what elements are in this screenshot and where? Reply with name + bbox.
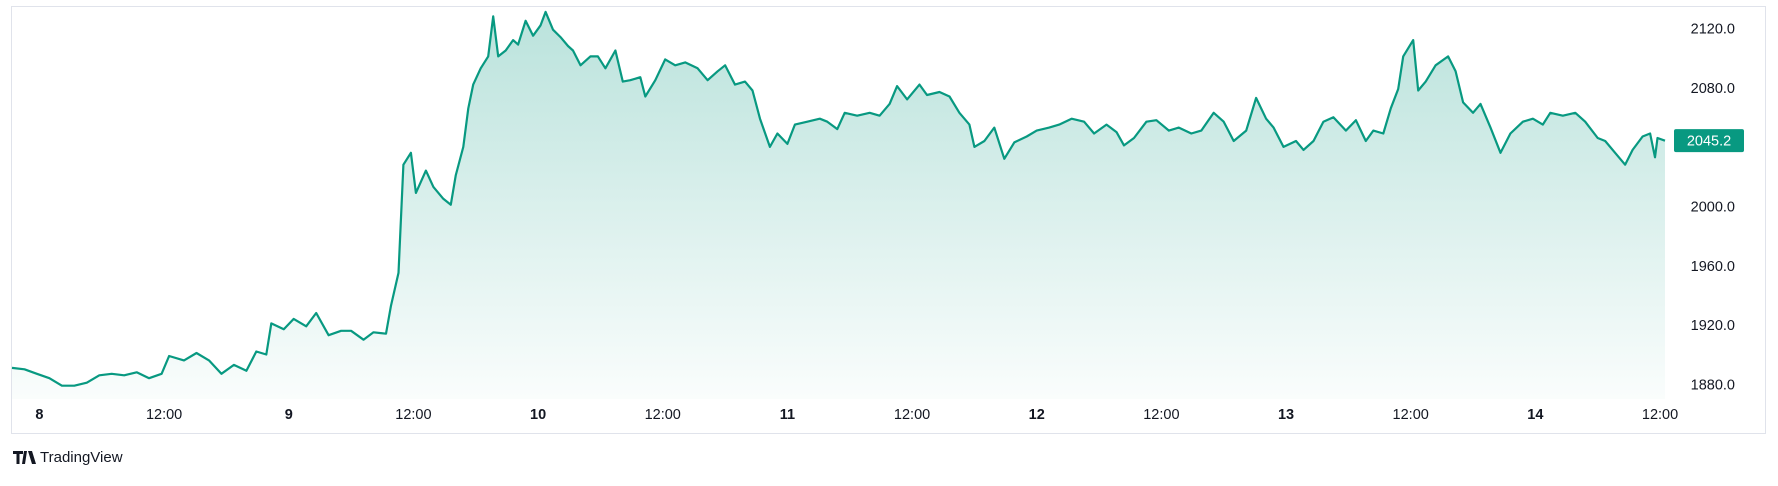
brand-logo xyxy=(13,451,36,464)
chart-frame xyxy=(11,6,1766,434)
y-tick-label: 2120.0 xyxy=(1691,22,1735,38)
x-tick-label: 12 xyxy=(1029,407,1045,423)
x-tick-label: 12:00 xyxy=(1143,407,1179,423)
x-tick-label: 12:00 xyxy=(894,407,930,423)
y-tick-label: 2000.0 xyxy=(1691,200,1735,216)
last-price-label: 2045.2 xyxy=(1687,133,1731,149)
x-tick-label: 12:00 xyxy=(1642,407,1678,423)
x-tick-label: 8 xyxy=(35,407,43,423)
x-tick-label: 12:00 xyxy=(645,407,681,423)
y-tick-label: 1960.0 xyxy=(1691,259,1735,275)
x-tick-label: 10 xyxy=(530,407,546,423)
area-fill xyxy=(12,11,1665,400)
y-tick-label: 1920.0 xyxy=(1691,318,1735,334)
brand-name[interactable]: TradingView xyxy=(40,449,123,466)
x-tick-label: 12:00 xyxy=(1393,407,1429,423)
y-tick-label: 1880.0 xyxy=(1691,377,1735,393)
last-price-tag xyxy=(1674,129,1744,153)
x-tick-label: 11 xyxy=(780,407,795,423)
x-tick-label: 12:00 xyxy=(395,407,431,423)
price-line xyxy=(11,10,1666,387)
x-tick-label: 12:00 xyxy=(146,407,182,423)
x-tick-label: 9 xyxy=(285,407,293,423)
x-tick-label: 13 xyxy=(1278,407,1294,423)
y-tick-label: 2080.0 xyxy=(1691,81,1735,97)
x-tick-label: 14 xyxy=(1527,407,1543,423)
